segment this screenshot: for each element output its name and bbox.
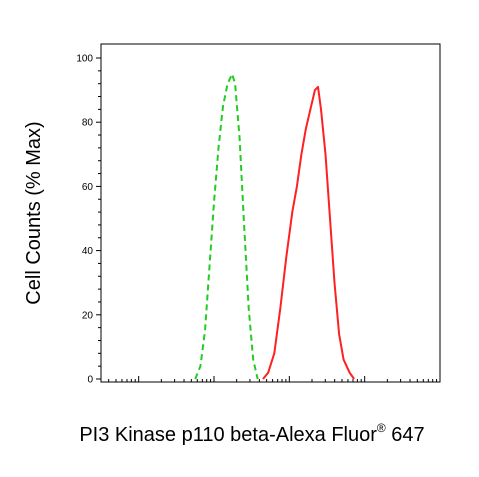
x-axis-title-registered: ® — [377, 421, 386, 435]
series-layer — [194, 73, 355, 380]
y-tick-label: 60 — [82, 182, 94, 193]
plot-frame — [100, 43, 441, 383]
y-tick-label: 100 — [76, 54, 93, 65]
y-tick-label: 80 — [82, 118, 94, 129]
x-axis-title: PI3 Kinase p110 beta-Alexa Fluor® 647 — [79, 421, 424, 446]
y-tick-label: 20 — [82, 310, 94, 321]
series-line-1 — [194, 73, 259, 380]
x-axis — [108, 376, 438, 382]
x-axis-title-suffix: 647 — [386, 424, 425, 446]
x-axis-title-main: PI3 Kinase p110 beta-Alexa Fluor — [79, 424, 377, 446]
series-line-2 — [262, 85, 355, 380]
y-axis: 0 20 40 60 80 100 — [76, 54, 101, 386]
y-tick-label: 40 — [82, 246, 94, 257]
y-tick-label: 0 — [87, 375, 93, 386]
y-axis-title: Cell Counts (% Max) — [23, 121, 45, 304]
